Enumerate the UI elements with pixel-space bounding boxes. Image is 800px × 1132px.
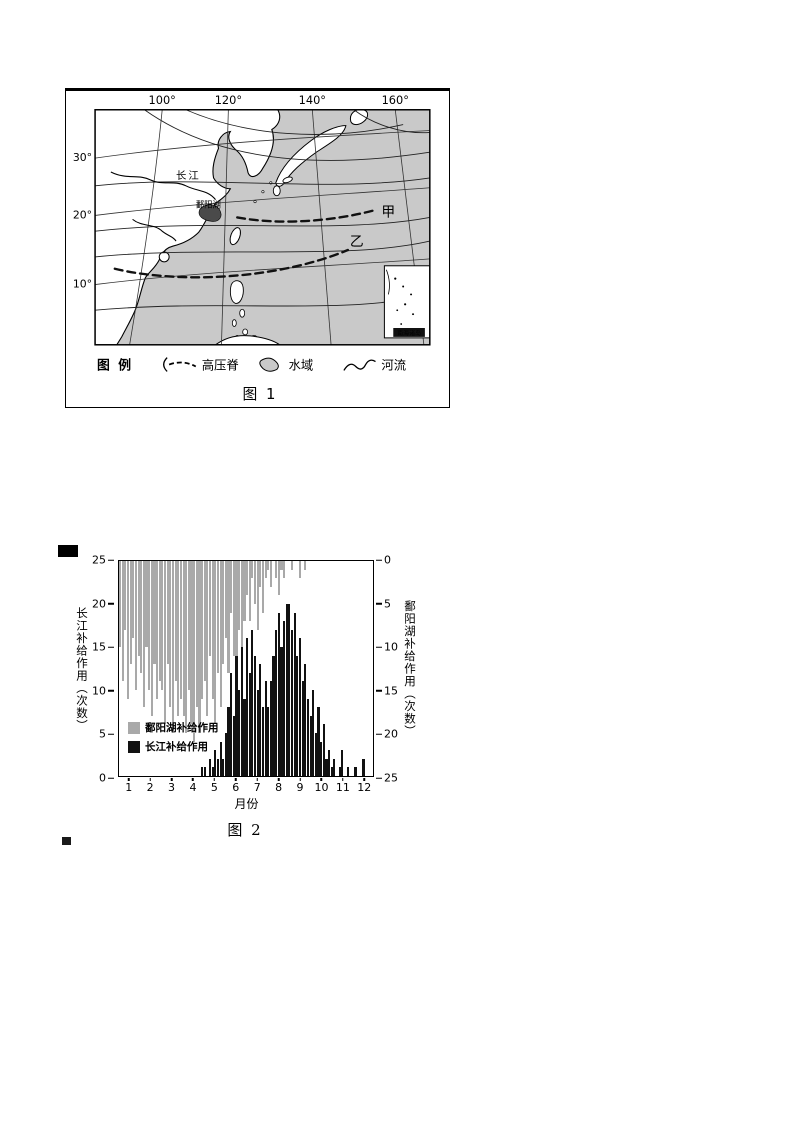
ridge-yi-label: 乙 bbox=[350, 234, 364, 250]
x-tick-label: 6 bbox=[232, 781, 240, 794]
x-tick-label: 11 bbox=[335, 781, 350, 794]
map-land-borneo bbox=[214, 335, 282, 346]
poyang-lake-shape bbox=[198, 204, 222, 222]
poyang-legend-label: 鄱阳湖补给作用 bbox=[145, 722, 219, 734]
right-tick-label: 15 bbox=[384, 684, 398, 698]
map-land-ph-island bbox=[231, 319, 237, 327]
left-tick-label: 0 bbox=[99, 771, 106, 785]
map-land-taiwan bbox=[229, 227, 241, 246]
poyang-legend-swatch bbox=[128, 721, 140, 734]
yangtze-river-line bbox=[110, 171, 216, 200]
left-tick-label: 25 bbox=[92, 553, 106, 567]
x-tick-label: 9 bbox=[296, 781, 304, 794]
map-ryukyu-islet bbox=[253, 200, 257, 204]
x-tick-label: 8 bbox=[275, 781, 283, 794]
lon-tick-label: 160° bbox=[382, 93, 409, 107]
map-rivers bbox=[110, 171, 216, 242]
right-tick-label: 5 bbox=[384, 597, 391, 611]
map-legend-water-label: 水域 bbox=[289, 358, 314, 372]
yangtze-legend-label: 长江补给作用 bbox=[145, 741, 208, 753]
map-land-ph-island bbox=[242, 328, 249, 336]
map-isolines bbox=[95, 109, 430, 311]
map-land-honshu bbox=[275, 125, 347, 187]
yangtze-legend-swatch bbox=[128, 740, 140, 753]
x-tick-label: 12 bbox=[357, 781, 372, 794]
poyang-label: 鄱阳湖 bbox=[196, 200, 221, 210]
figure1-svg: 南海诸岛 100° 120° 140° 160° 30° 20° 10° 长江 … bbox=[73, 93, 431, 403]
left-tick-label: 10 bbox=[92, 684, 106, 698]
figure2-caption: 图 2 bbox=[227, 821, 263, 839]
x-tick-label: 1 bbox=[125, 781, 133, 794]
lon-tick-label: 120° bbox=[215, 93, 242, 107]
lon-tick-label: 140° bbox=[299, 93, 326, 107]
left-tick-label: 15 bbox=[92, 640, 106, 654]
map-legend-river-label: 河流 bbox=[381, 358, 406, 372]
south-river-line bbox=[132, 218, 177, 242]
figure1-caption: 图 1 bbox=[243, 386, 278, 403]
x-tick-label: 4 bbox=[189, 781, 197, 794]
map-land-shikoku bbox=[282, 176, 293, 184]
x-tick-label: 2 bbox=[146, 781, 154, 794]
figure2-chart: 长江补给作用（次数） 25 20 15 10 5 0 0 5 10 15 20 … bbox=[60, 545, 430, 845]
ridge-jia-label: 甲 bbox=[381, 204, 395, 220]
map-inset-south-china-sea: 南海诸岛 bbox=[383, 265, 431, 339]
x-axis-ticks: 1 2 3 4 5 6 7 8 9 10 11 12 bbox=[118, 778, 375, 794]
ridge-jia-line bbox=[236, 209, 375, 223]
map-land-kyushu bbox=[272, 185, 281, 197]
chart-legend: 鄱阳湖补给作用 长江补给作用 bbox=[128, 720, 219, 758]
yangtze-label: 长江 bbox=[176, 170, 201, 182]
left-axis-title: 长江补给作用（次数） bbox=[75, 606, 89, 732]
map-land-hainan bbox=[158, 251, 170, 263]
x-tick-label: 10 bbox=[314, 781, 329, 794]
right-tick-label: 25 bbox=[384, 771, 398, 785]
lat-tick-label: 20° bbox=[73, 208, 92, 221]
scan-artifact bbox=[62, 837, 71, 845]
water-legend-symbol bbox=[259, 357, 279, 372]
x-tick-label: 7 bbox=[253, 781, 261, 794]
river-legend-symbol bbox=[343, 359, 376, 371]
left-axis-ticks: 25 20 15 10 5 0 bbox=[60, 554, 116, 785]
legend-row-poyang: 鄱阳湖补给作用 bbox=[128, 720, 219, 735]
x-tick-label: 5 bbox=[210, 781, 218, 794]
inset-label: 南海诸岛 bbox=[397, 329, 421, 337]
scan-artifact bbox=[58, 545, 78, 557]
map-legend-title: 图 例 bbox=[97, 357, 133, 373]
map-frame bbox=[94, 109, 431, 346]
lat-tick-label: 30° bbox=[73, 151, 92, 164]
right-axis-ticks: 0 5 10 15 20 25 bbox=[375, 554, 405, 785]
map-land-luzon bbox=[229, 280, 244, 304]
right-axis-title: 鄱阳湖补给作用（次数） bbox=[403, 600, 417, 738]
x-tick-label: 3 bbox=[168, 781, 176, 794]
left-tick-label: 20 bbox=[92, 597, 106, 611]
ridge-legend-symbol bbox=[163, 357, 197, 372]
left-tick-label: 5 bbox=[99, 727, 106, 741]
figure1-map: 南海诸岛 100° 120° 140° 160° 30° 20° 10° 长江 … bbox=[65, 88, 450, 408]
right-tick-label: 10 bbox=[384, 640, 398, 654]
lat-tick-label: 10° bbox=[73, 278, 92, 291]
inset-label-box bbox=[393, 328, 425, 337]
high-pressure-ridge-lines bbox=[113, 209, 375, 279]
map-land-ph-island bbox=[239, 308, 246, 318]
figure2-plot bbox=[118, 560, 374, 777]
map-land-hokkaido bbox=[349, 109, 369, 126]
map-graticule bbox=[95, 109, 430, 345]
legend-row-yangtze: 长江补给作用 bbox=[128, 739, 219, 754]
right-tick-label: 20 bbox=[384, 727, 398, 741]
map-legend-ridge-label: 高压脊 bbox=[202, 357, 239, 372]
x-axis-title: 月份 bbox=[234, 797, 259, 811]
map-ryukyu-islet bbox=[261, 190, 265, 194]
lon-tick-label: 100° bbox=[149, 93, 176, 107]
right-tick-label: 0 bbox=[384, 553, 391, 567]
ridge-yi-line bbox=[113, 248, 350, 279]
